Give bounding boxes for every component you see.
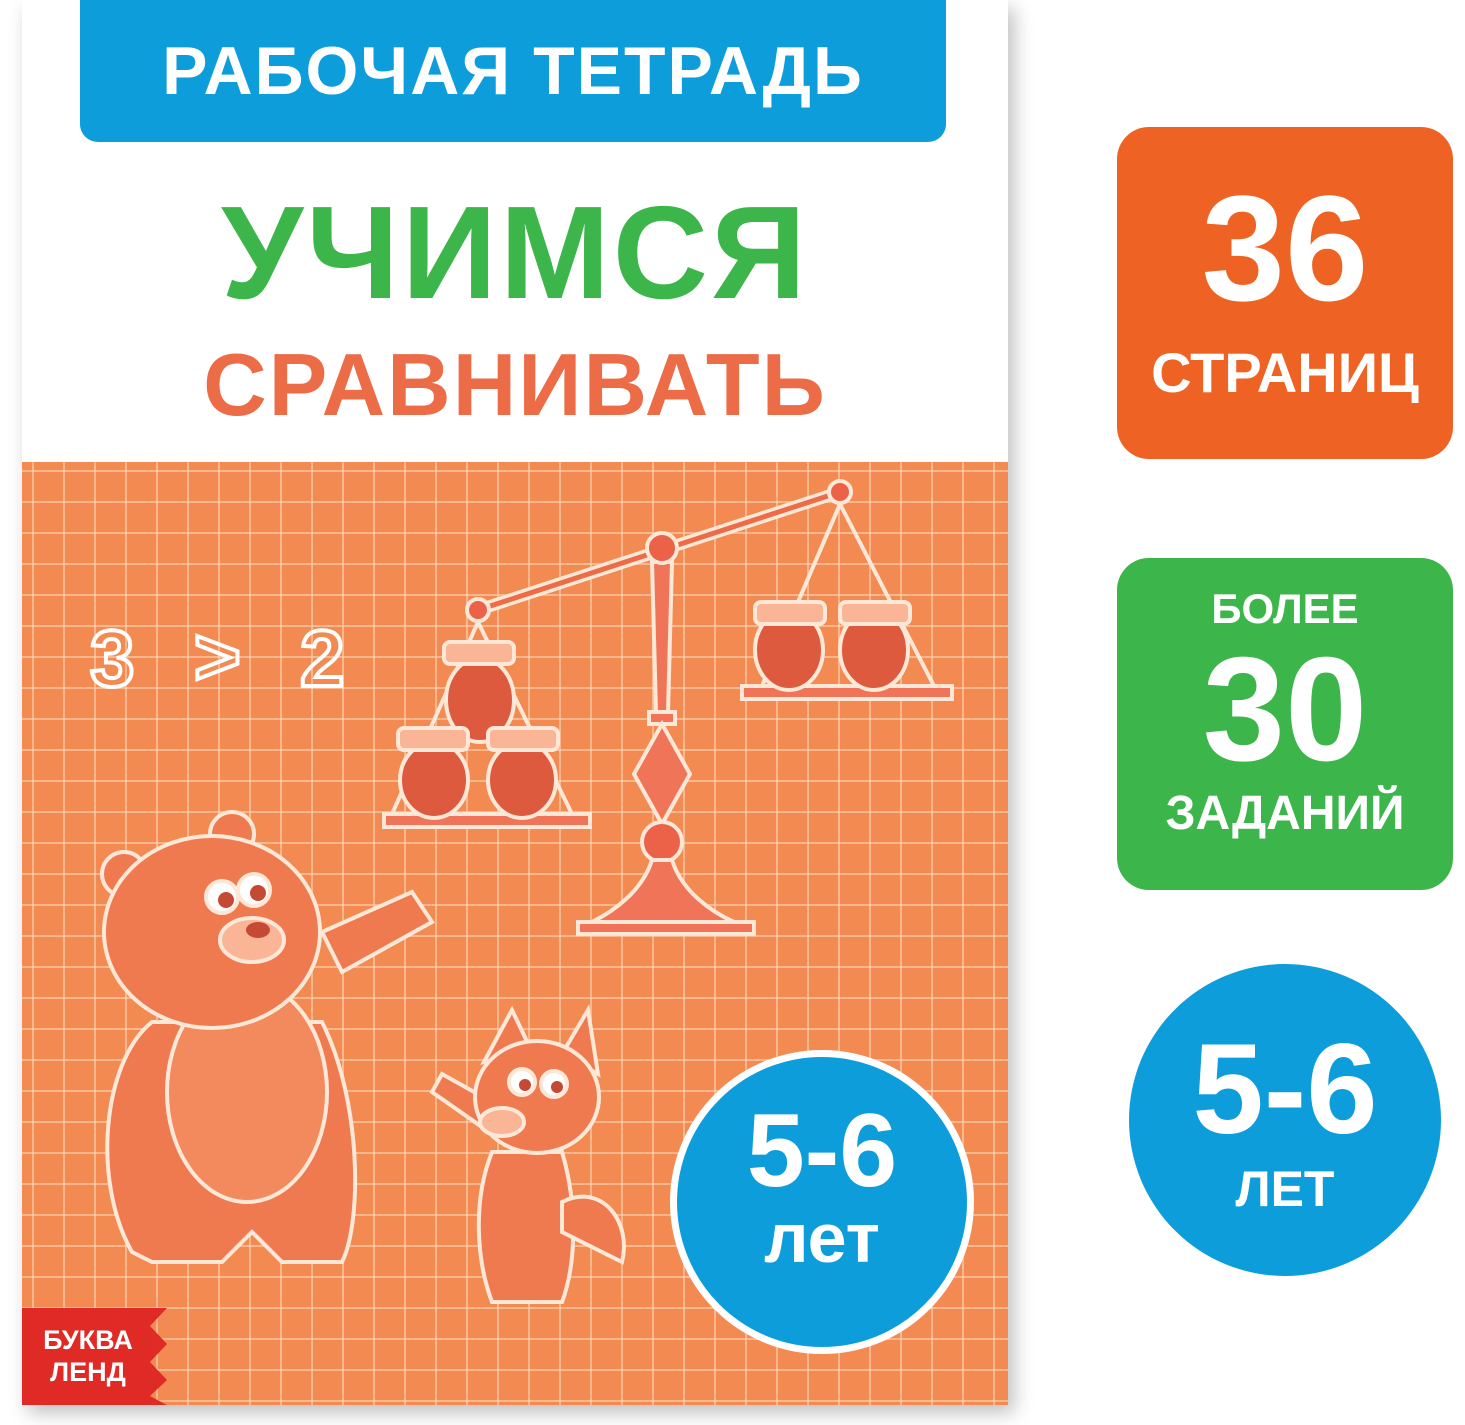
comparison-expression: 3 > 2 bbox=[88, 610, 347, 705]
publisher-logo: БУКВА ЛЕНД bbox=[22, 1308, 167, 1405]
comparison-sign: > bbox=[194, 612, 241, 701]
logo-ribbon-icon bbox=[22, 1308, 167, 1405]
age-badge-range: 5-6 bbox=[1192, 1018, 1378, 1161]
series-label: РАБОЧАЯ ТЕТРАДЬ bbox=[80, 0, 946, 142]
tasks-count: 30 bbox=[1202, 627, 1368, 792]
illustration-svg: 3 > 2 bbox=[88, 479, 954, 1304]
bear-character-icon bbox=[100, 810, 435, 1264]
publisher-logo-text: БУКВА ЛЕНД bbox=[43, 1325, 133, 1387]
pages-label: СТРАНИЦ bbox=[1151, 341, 1419, 404]
title-line-1: УЧИМСЯ bbox=[221, 179, 809, 326]
age-range: 5-6 bbox=[746, 1093, 898, 1209]
fox-character-icon bbox=[429, 1004, 626, 1304]
tasks-badge: БОЛЕЕ 30 ЗАДАНИЙ bbox=[1117, 558, 1453, 890]
pages-count: 36 bbox=[1201, 164, 1369, 332]
age-badge-cover: 5-6 лет bbox=[670, 1050, 974, 1354]
comparison-left: 3 bbox=[90, 614, 135, 703]
age-badge: 5-6 ЛЕТ bbox=[1129, 964, 1441, 1276]
comparison-right: 2 bbox=[300, 614, 345, 703]
age-badge-unit: ЛЕТ bbox=[1235, 1161, 1335, 1217]
cover-illustration: 3 > 2 bbox=[22, 462, 1008, 1405]
pages-badge: 36 СТРАНИЦ bbox=[1117, 127, 1453, 459]
tasks-label: ЗАДАНИЙ bbox=[1165, 787, 1405, 840]
book-cover: РАБОЧАЯ ТЕТРАДЬ УЧИМСЯ СРАВНИВАТЬ 3 > 2 bbox=[22, 0, 1008, 1405]
title-line-2: СРАВНИВАТЬ bbox=[203, 335, 827, 434]
age-unit: лет bbox=[764, 1199, 880, 1277]
tasks-prefix: БОЛЕЕ bbox=[1211, 585, 1359, 632]
balance-scale-icon bbox=[382, 479, 954, 936]
